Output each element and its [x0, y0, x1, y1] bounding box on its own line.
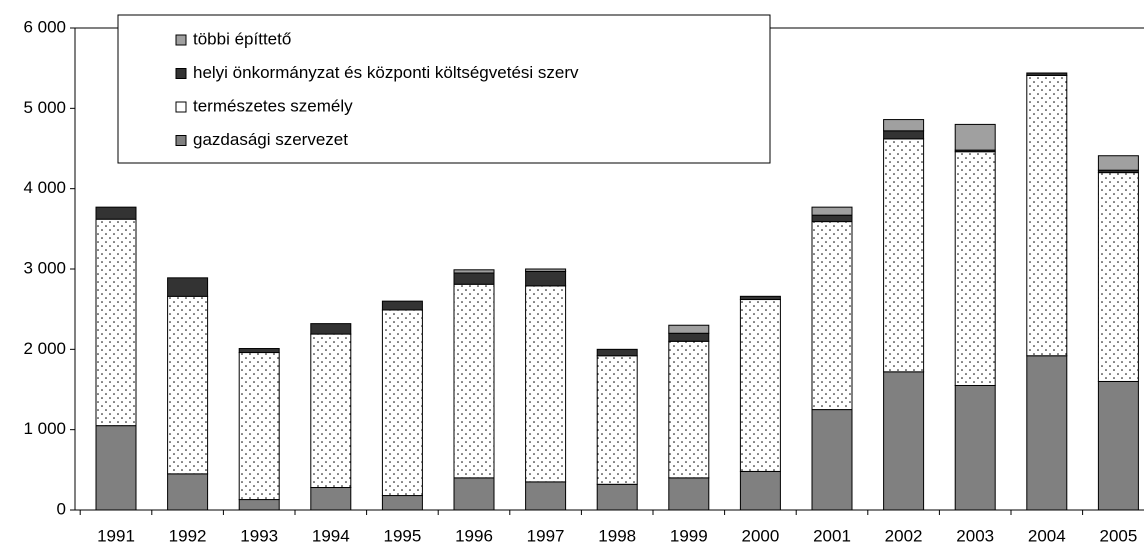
bar-segment	[1026, 74, 1068, 357]
x-tick-label: 1997	[527, 526, 565, 545]
bar-segment	[453, 272, 495, 285]
bar-segment	[167, 277, 209, 297]
bar-segment	[1097, 155, 1139, 171]
bar-segment	[238, 348, 280, 354]
bar-segment	[525, 268, 567, 272]
legend-label: többi építtető	[193, 29, 291, 48]
legend-swatch	[175, 101, 187, 113]
x-tick-label: 1995	[383, 526, 421, 545]
bar-segment	[310, 487, 352, 511]
legend-swatch	[175, 34, 187, 46]
legend-box	[117, 14, 771, 164]
bar-segment	[811, 206, 853, 216]
bar-segment	[668, 340, 710, 479]
x-tick-label: 2003	[956, 526, 994, 545]
bar-segment	[596, 348, 638, 357]
bar-segment	[883, 119, 925, 132]
bar-segment	[954, 151, 996, 386]
bar-segment	[95, 206, 137, 220]
bar-segment	[954, 384, 996, 511]
x-tick-label: 1998	[598, 526, 636, 545]
bar-segment	[381, 309, 423, 497]
bar-segment	[883, 130, 925, 140]
x-tick-label: 1992	[169, 526, 207, 545]
bar-segment	[525, 270, 567, 287]
bar-segment	[310, 323, 352, 335]
bar-segment	[596, 355, 638, 485]
bar-segment	[238, 352, 280, 501]
bar-segment	[883, 138, 925, 373]
bar-segment	[811, 409, 853, 511]
bar-segment	[167, 473, 209, 511]
x-tick-label: 2000	[741, 526, 779, 545]
x-tick-label: 1993	[240, 526, 278, 545]
bar-segment	[954, 123, 996, 151]
legend-label: helyi önkormányzat és központi költségve…	[193, 63, 579, 82]
bar-segment	[739, 470, 781, 511]
bar-segment	[453, 269, 495, 274]
bar-segment	[453, 477, 495, 511]
bar-segment	[883, 371, 925, 511]
y-tick-label: 5 000	[23, 98, 66, 117]
x-tick-label: 1999	[670, 526, 708, 545]
bar-segment	[95, 218, 137, 427]
bar-segment	[668, 332, 710, 342]
bar-segment	[596, 483, 638, 511]
x-tick-label: 2005	[1099, 526, 1137, 545]
bar-segment	[525, 481, 567, 511]
y-tick-label: 3 000	[23, 258, 66, 277]
bar-segment	[811, 221, 853, 411]
bar-segment	[1097, 380, 1139, 511]
bar-segment	[739, 295, 781, 301]
y-tick-label: 4 000	[23, 178, 66, 197]
y-tick-label: 6 000	[23, 17, 66, 36]
bar-segment	[381, 300, 423, 311]
legend-swatch	[175, 68, 187, 79]
legend-label: gazdasági szervezet	[193, 130, 348, 149]
bar-segment	[310, 333, 352, 489]
bar-segment	[381, 495, 423, 511]
bar-segment	[453, 283, 495, 479]
x-tick-label: 2002	[885, 526, 923, 545]
bar-segment	[525, 285, 567, 483]
bar-segment	[1026, 72, 1068, 76]
bar-segment	[739, 299, 781, 472]
y-tick-label: 1 000	[23, 419, 66, 438]
bar-segment	[668, 324, 710, 334]
x-tick-label: 1996	[455, 526, 493, 545]
bar-segment	[1097, 172, 1139, 382]
bar-segment	[811, 214, 853, 223]
bar-segment	[167, 295, 209, 475]
bar-segment	[668, 477, 710, 511]
y-tick-label: 2 000	[23, 339, 66, 358]
x-tick-label: 1991	[97, 526, 135, 545]
x-tick-label: 2001	[813, 526, 851, 545]
bar-segment	[95, 425, 137, 511]
y-tick-label: 0	[57, 499, 66, 518]
x-tick-label: 2004	[1028, 526, 1066, 545]
legend-swatch	[175, 135, 187, 146]
bar-segment	[238, 499, 280, 511]
legend-label: természetes személy	[193, 96, 353, 115]
bar-segment	[1026, 355, 1068, 511]
x-tick-label: 1994	[312, 526, 350, 545]
